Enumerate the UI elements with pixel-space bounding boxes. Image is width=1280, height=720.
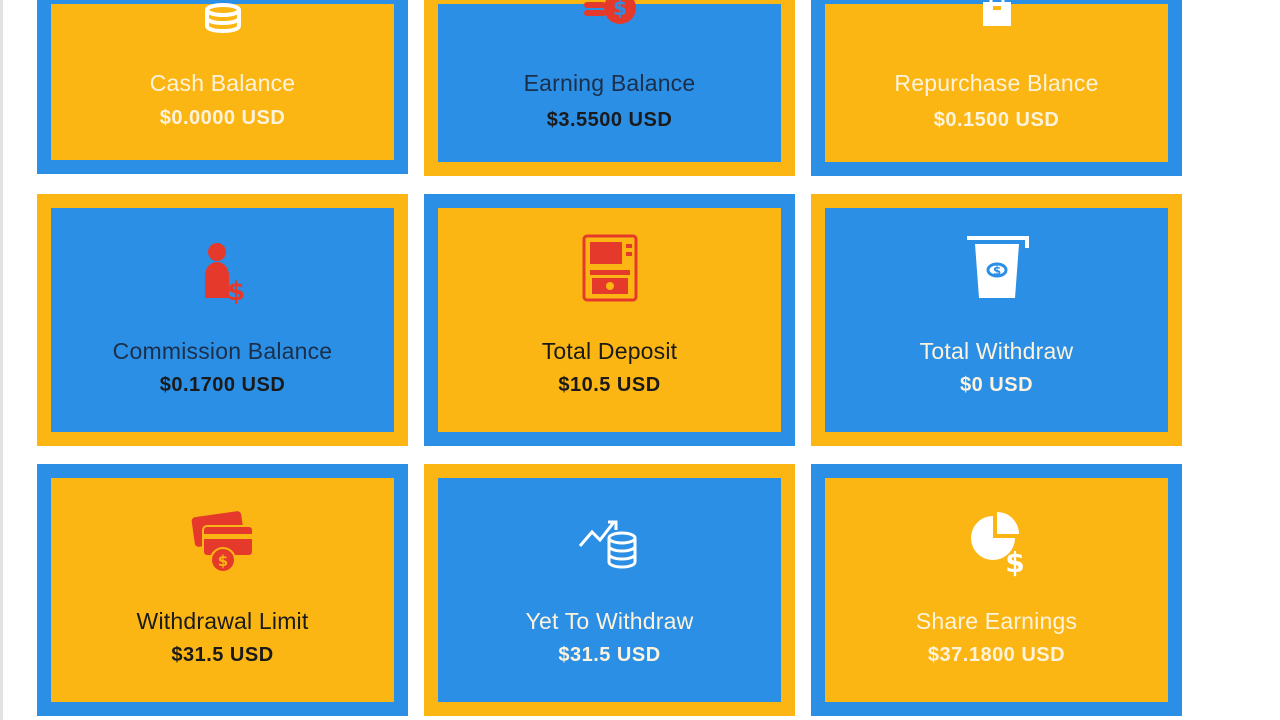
left-border — [0, 0, 3, 720]
card-label: Repurchase Blance — [894, 70, 1099, 96]
card-label: Commission Balance — [112, 338, 333, 364]
card-earning-balance[interactable]: $ Earning Balance $3.5500 USD — [424, 0, 795, 176]
card-amount: $10.5 USD — [558, 374, 661, 396]
card-share-earnings[interactable]: $ Share Earnings $37.1800 USD — [811, 464, 1182, 716]
bag-icon — [957, 0, 1037, 48]
cash-withdraw-icon: $ — [957, 230, 1037, 310]
svg-text:$: $ — [226, 277, 244, 307]
card-label: Total Withdraw — [919, 338, 1074, 364]
card-yet-to-withdraw[interactable]: Yet To Withdraw $31.5 USD — [424, 464, 795, 716]
card-amount: $0.1500 USD — [933, 109, 1060, 131]
card-amount: $0.1700 USD — [159, 374, 286, 396]
card-amount: $0.0000 USD — [159, 107, 286, 129]
card-commission-balance[interactable]: $ Commission Balance $0.1700 USD — [37, 194, 408, 446]
card-label: Share Earnings — [915, 608, 1078, 634]
card-label: Total Deposit — [541, 338, 678, 364]
card-withdrawal-limit[interactable]: $ Withdrawal Limit $31.5 USD — [37, 464, 408, 716]
growth-coins-icon — [570, 502, 650, 582]
atm-icon — [570, 230, 650, 310]
card-repurchase-balance[interactable]: Repurchase Blance $0.1500 USD — [811, 0, 1182, 176]
card-amount: $3.5500 USD — [546, 109, 673, 131]
card-label: Withdrawal Limit — [136, 608, 309, 634]
svg-text:$: $ — [992, 264, 1000, 278]
svg-text:$: $ — [217, 552, 227, 570]
card-amount: $31.5 USD — [171, 644, 274, 666]
card-amount: $37.1800 USD — [927, 644, 1066, 666]
card-amount: $31.5 USD — [558, 644, 661, 666]
coins-stack-icon — [183, 0, 263, 50]
card-label: Cash Balance — [149, 70, 296, 96]
card-label: Earning Balance — [523, 70, 696, 96]
card-cash-balance[interactable]: Cash Balance $0.0000 USD — [37, 0, 408, 174]
card-total-deposit[interactable]: Total Deposit $10.5 USD — [424, 194, 795, 446]
card-amount: $0 USD — [959, 374, 1034, 396]
person-dollar-icon: $ — [183, 232, 263, 312]
card-label: Yet To Withdraw — [525, 608, 694, 634]
svg-text:$: $ — [613, 0, 627, 20]
card-total-withdraw[interactable]: $ Total Withdraw $0 USD — [811, 194, 1182, 446]
cards-dollar-icon: $ — [183, 502, 263, 582]
coin-dollar-icon: $ — [570, 0, 650, 48]
svg-text:$: $ — [1005, 546, 1024, 579]
pie-dollar-icon: $ — [957, 502, 1037, 582]
